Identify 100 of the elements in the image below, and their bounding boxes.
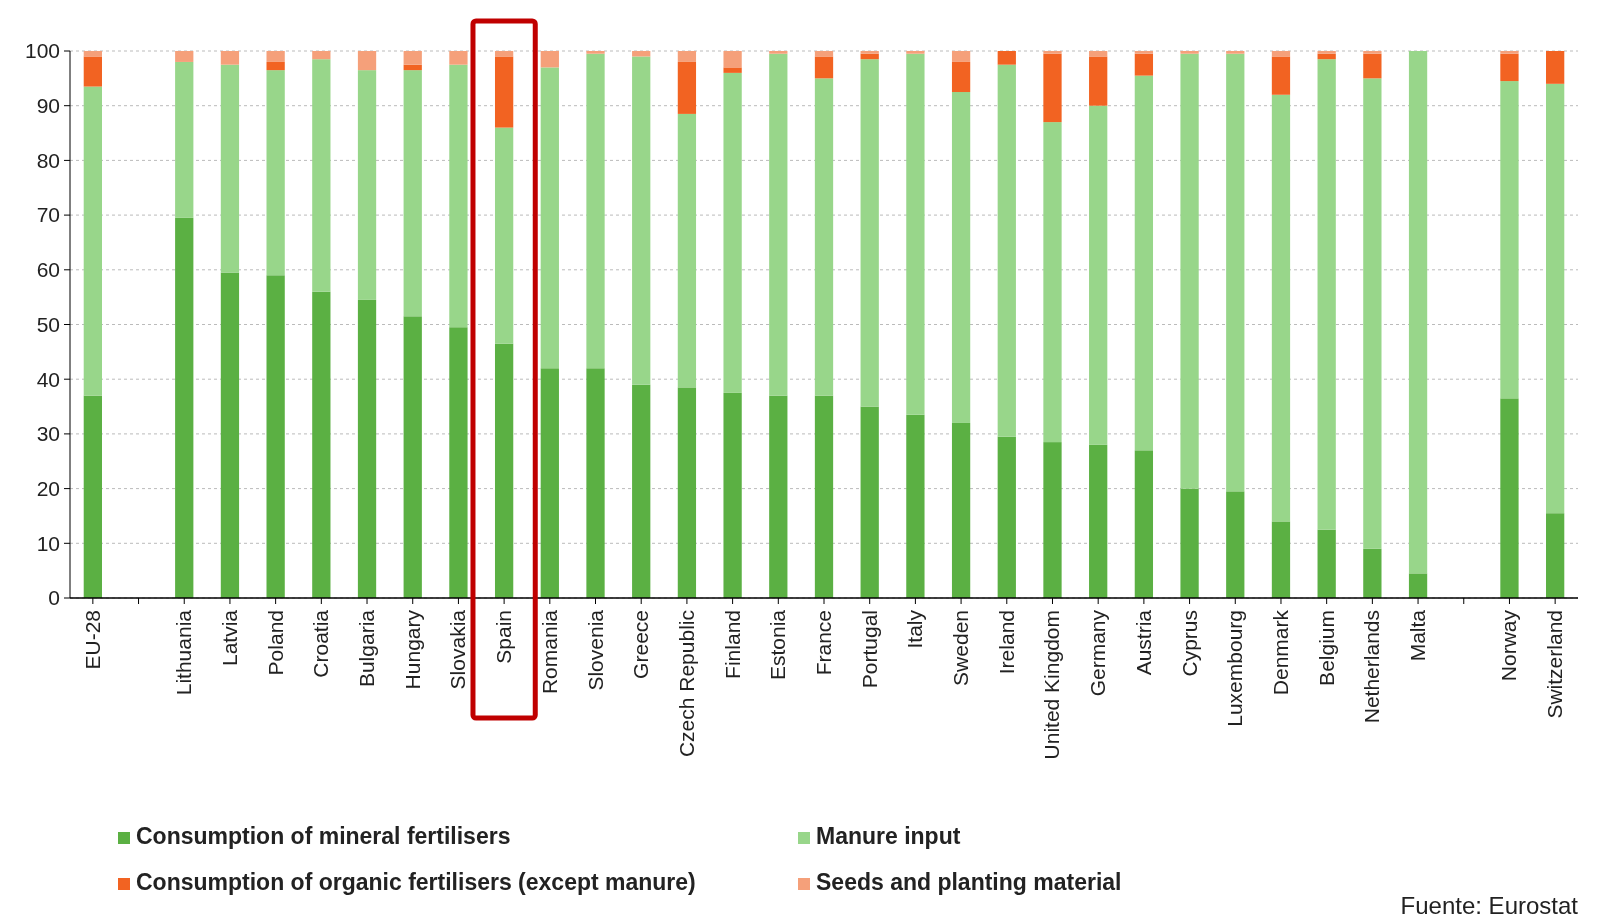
bar <box>357 51 377 71</box>
bar <box>1226 491 1245 598</box>
bar <box>1500 53 1519 82</box>
bar <box>83 56 102 87</box>
bar <box>494 127 514 344</box>
bar <box>1134 75 1154 451</box>
x-tick-label: France <box>812 610 835 676</box>
bar <box>814 51 834 57</box>
bar <box>1271 56 1291 95</box>
x-tick-label: Latvia <box>217 609 241 667</box>
bar <box>997 436 1016 598</box>
bar <box>1363 51 1382 54</box>
bar <box>586 51 605 54</box>
x-tick-label: Croatia <box>309 609 333 678</box>
bar <box>1043 442 1062 598</box>
x-tick-label: Italy <box>903 609 927 649</box>
x-tick-label: United Kingdom <box>1040 610 1064 760</box>
bar <box>586 53 605 369</box>
bar <box>1180 51 1199 54</box>
bar <box>403 51 422 65</box>
x-tick-label: Germany <box>1086 609 1110 697</box>
bar <box>677 113 697 388</box>
x-tick-label: Ireland <box>994 610 1018 675</box>
bar <box>175 51 194 62</box>
y-tick-label: 90 <box>36 94 60 118</box>
bar <box>769 53 788 396</box>
bar <box>1546 83 1565 514</box>
bar <box>906 53 925 415</box>
bar <box>1089 51 1108 57</box>
bar <box>1546 51 1565 84</box>
bar <box>220 51 240 65</box>
y-tick-label: 80 <box>36 148 60 172</box>
y-tick-label: 20 <box>36 476 60 500</box>
y-tick-label: 100 <box>24 39 60 63</box>
bar <box>1363 53 1382 79</box>
legend-label: Manure input <box>816 823 961 849</box>
bar <box>951 61 971 93</box>
x-tick-label: Norway <box>1497 609 1521 682</box>
bar <box>175 217 194 598</box>
x-tick-label: Spain <box>492 610 516 664</box>
bar <box>1134 51 1154 54</box>
bar <box>1180 488 1199 598</box>
bar <box>357 299 377 598</box>
bar <box>1089 56 1108 106</box>
x-tick-label: Romania <box>537 609 561 695</box>
bar <box>814 56 834 79</box>
bar <box>1408 51 1428 574</box>
bar <box>266 275 285 598</box>
bar <box>1089 105 1108 445</box>
bar <box>312 51 331 60</box>
y-tick-label: 60 <box>36 258 60 282</box>
source-note: Fuente: Eurostat <box>1400 892 1579 919</box>
x-tick-label: Luxembourg <box>1223 610 1247 727</box>
bar <box>632 384 651 598</box>
x-tick-label: Slovenia <box>583 609 607 691</box>
bar <box>1134 53 1154 76</box>
bar <box>266 51 285 62</box>
x-tick-label: Austria <box>1131 609 1155 676</box>
y-tick-label: 10 <box>36 531 60 555</box>
bar <box>1317 53 1336 60</box>
bar <box>723 72 742 393</box>
x-tick-label: Cyprus <box>1177 610 1201 677</box>
bar <box>540 368 559 598</box>
bar <box>1271 51 1291 57</box>
bar <box>723 392 742 598</box>
bar <box>266 61 285 71</box>
x-tick-label: Hungary <box>400 609 424 690</box>
bar <box>220 64 240 273</box>
bar <box>860 51 879 54</box>
legend-label: Consumption of mineral fertilisers <box>136 823 511 849</box>
x-tick-label: Lithuania <box>172 609 196 696</box>
x-tick-label: Switzerland <box>1543 610 1567 719</box>
bar <box>449 51 468 65</box>
bar <box>1043 122 1062 443</box>
bar <box>494 51 514 57</box>
y-tick-label: 0 <box>48 586 60 610</box>
bar <box>1546 513 1565 598</box>
bar <box>769 51 788 54</box>
bar <box>906 51 925 54</box>
bar <box>997 64 1016 437</box>
bar <box>1134 450 1154 598</box>
x-tick-label: EU-28 <box>80 610 104 670</box>
x-tick-label: Finland <box>720 610 744 679</box>
bar <box>175 61 194 218</box>
bar <box>449 64 468 328</box>
bar <box>814 395 834 598</box>
bar <box>540 51 559 68</box>
bar <box>1226 53 1245 492</box>
y-tick-label: 40 <box>36 367 60 391</box>
bar <box>494 343 514 598</box>
bar <box>83 395 102 598</box>
bar <box>403 316 422 598</box>
bar <box>1408 573 1428 598</box>
bar <box>586 368 605 598</box>
bar <box>677 387 697 598</box>
bar <box>1317 59 1336 530</box>
bar <box>997 51 1016 65</box>
bar <box>677 51 697 62</box>
bar <box>403 70 422 317</box>
bar <box>860 53 879 60</box>
